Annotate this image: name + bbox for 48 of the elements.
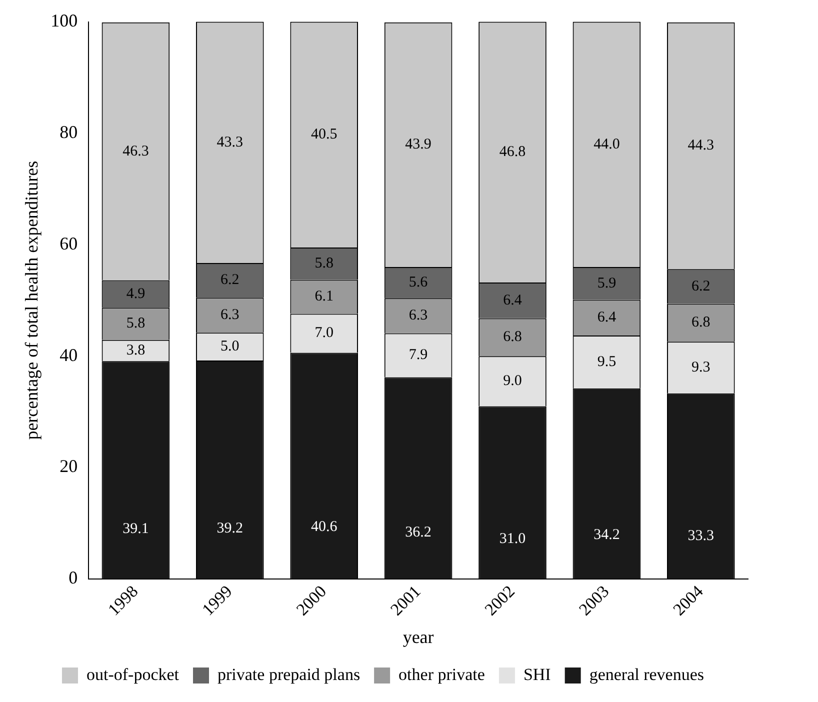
data-label: 6.3 <box>220 307 240 324</box>
data-label: 39.1 <box>122 520 149 537</box>
data-label: 6.8 <box>692 314 710 331</box>
data-label: 9.5 <box>597 354 616 370</box>
data-label: 34.2 <box>594 527 620 544</box>
data-label: 6.8 <box>503 329 522 346</box>
data-label: 5.9 <box>597 275 616 292</box>
data-label: 46.3 <box>122 143 149 160</box>
data-label: 5.8 <box>126 316 146 332</box>
data-label: 6.1 <box>314 288 334 305</box>
data-label: 4.9 <box>126 286 146 302</box>
data-label: 6.4 <box>503 292 522 308</box>
y-tick-label: 0 <box>68 568 78 588</box>
data-label: 9.3 <box>692 359 710 376</box>
y-tick-label: 80 <box>60 122 78 142</box>
data-label: 5.6 <box>408 274 428 290</box>
legend-label: private prepaid plans <box>218 664 360 684</box>
data-label: 3.8 <box>126 342 146 358</box>
data-label: 31.0 <box>499 531 526 548</box>
data-label: 40.6 <box>310 518 338 535</box>
data-label: 46.8 <box>499 144 526 160</box>
legend-label: other private <box>398 664 485 684</box>
data-label: 5.0 <box>220 338 240 355</box>
legend-label: general revenues <box>589 664 704 684</box>
data-label: 7.0 <box>314 325 334 342</box>
data-label: 33.3 <box>688 528 714 544</box>
data-label: 6.3 <box>408 308 428 324</box>
legend-label: SHI <box>523 664 552 684</box>
y-axis-title: percentage of total health expenditures <box>22 160 42 440</box>
data-label: 44.3 <box>688 138 714 154</box>
data-label: 5.8 <box>314 256 334 272</box>
data-label: 36.2 <box>405 524 432 540</box>
y-tick-label: 60 <box>60 233 78 254</box>
data-label: 6.2 <box>220 272 240 288</box>
data-label: 7.9 <box>408 347 428 364</box>
data-label: 6.2 <box>692 278 710 294</box>
y-tick-label: 100 <box>50 10 78 31</box>
legend-label: out-of-pocket <box>86 664 180 684</box>
data-label: 39.2 <box>216 520 244 537</box>
data-label: 44.0 <box>594 136 620 152</box>
y-tick-label: 20 <box>60 456 78 476</box>
x-axis-title: year <box>402 626 434 647</box>
data-label: 43.3 <box>216 134 244 150</box>
data-label: 43.9 <box>405 136 432 153</box>
data-label: 40.5 <box>310 126 338 143</box>
data-label: 9.0 <box>503 373 522 390</box>
data-label: 6.4 <box>597 310 617 326</box>
y-tick-label: 40 <box>60 344 78 365</box>
